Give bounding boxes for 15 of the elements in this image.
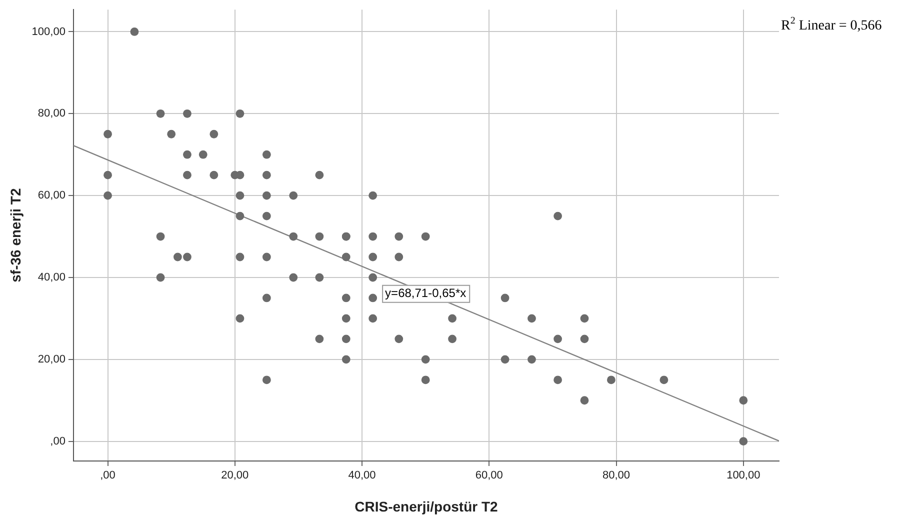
y-axis-title: sf-36 enerji T2 (7, 188, 24, 282)
x-tick-label: 40,00 (348, 470, 376, 482)
y-tick-label: 20,00 (38, 353, 66, 366)
x-tick-label: ,00 (100, 470, 116, 482)
y-tick-label: 80,00 (38, 108, 66, 120)
y-tick-label: 60,00 (38, 190, 66, 202)
y-tick-label: 40,00 (38, 272, 66, 284)
x-tick-label: 80,00 (602, 470, 630, 482)
x-axis-title: CRIS-enerji/postür T2 (354, 498, 498, 514)
y-tick-label: 100,00 (32, 26, 66, 38)
annotation: y=68,71-0,65*x (385, 286, 466, 300)
x-tick-label: 100,00 (726, 470, 760, 482)
y-tick-label: ,00 (50, 435, 66, 448)
x-tick-label: 20,00 (221, 470, 249, 482)
x-tick-label: 60,00 (475, 470, 503, 482)
